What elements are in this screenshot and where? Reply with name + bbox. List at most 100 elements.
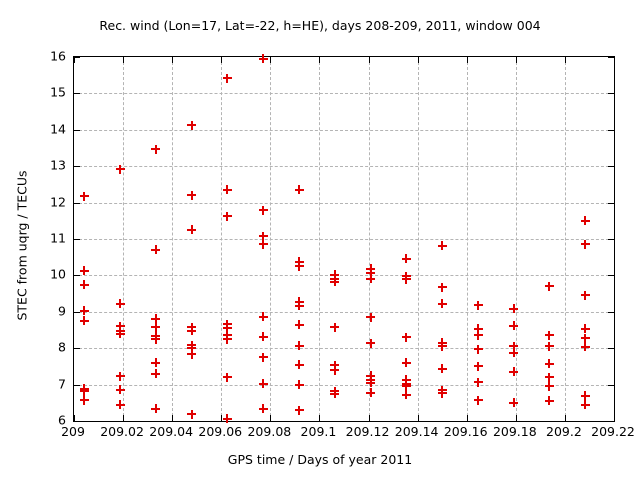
x-axis-tick [221, 415, 223, 421]
data-point-marker [473, 324, 483, 334]
data-point-marker [473, 361, 483, 371]
data-point-marker [544, 359, 554, 369]
data-point-marker [401, 375, 411, 385]
data-point-marker [544, 381, 554, 391]
data-point-marker [294, 257, 304, 267]
data-point-marker [544, 341, 554, 351]
x-axis-tick [466, 415, 468, 421]
data-point-marker [330, 365, 340, 375]
data-point-marker [79, 384, 89, 394]
data-point-marker [544, 372, 554, 382]
data-point-marker [580, 324, 590, 334]
data-point-marker [222, 334, 232, 344]
data-point-marker [151, 314, 161, 324]
gridline-horizontal [74, 93, 614, 95]
data-point-marker [258, 332, 268, 342]
x-axis-tick-top [515, 57, 517, 63]
data-point-marker [258, 239, 268, 249]
y-axis-tick [74, 311, 80, 313]
y-axis-tick-right [608, 202, 614, 204]
x-axis-tick-label: 209.18 [492, 424, 537, 439]
data-point-marker [580, 391, 590, 401]
x-axis-tick-top [172, 57, 174, 63]
gridline-vertical [515, 57, 517, 421]
data-point-marker [187, 322, 197, 332]
x-axis-tick [319, 415, 321, 421]
data-point-marker [330, 389, 340, 399]
gridline-vertical [123, 57, 125, 421]
x-axis-tick [368, 415, 370, 421]
data-point-marker [366, 264, 375, 274]
x-axis-tick [417, 415, 419, 421]
gridline-vertical [172, 57, 174, 421]
data-point-marker [366, 371, 375, 380]
x-axis-tick-label: 209.06 [198, 424, 243, 439]
y-axis-tick-right [608, 311, 614, 313]
data-point-marker [580, 290, 590, 300]
data-point-marker [222, 73, 232, 83]
gridline-horizontal [74, 275, 614, 277]
data-point-marker [366, 338, 375, 348]
gridline-vertical [319, 57, 321, 421]
data-point-marker [151, 334, 161, 344]
data-point-marker [437, 338, 447, 348]
y-axis-tick [74, 239, 80, 240]
x-axis-tick [172, 415, 174, 421]
x-axis-tick-label: 209.2 [546, 424, 582, 439]
data-point-marker [79, 395, 89, 405]
data-point-marker [294, 301, 304, 311]
data-point-marker [187, 190, 197, 200]
data-point-marker [437, 385, 447, 395]
data-point-marker [151, 404, 161, 414]
data-point-marker [401, 254, 411, 264]
gridline-horizontal [74, 348, 614, 350]
x-axis-tick-top [74, 57, 75, 63]
y-axis-tick [74, 129, 80, 131]
data-point-marker [330, 277, 340, 287]
x-axis-tick-label: 209.12 [345, 424, 390, 439]
data-point-marker [580, 239, 590, 249]
y-axis-tick-right [608, 421, 614, 422]
y-axis-tick-label: 7 [58, 376, 66, 392]
data-point-marker [330, 322, 340, 332]
x-axis-tick-top [368, 57, 370, 63]
data-point-marker [258, 352, 268, 362]
data-point-marker [294, 405, 304, 415]
data-point-marker [401, 332, 411, 342]
y-axis-tick [74, 275, 80, 277]
y-axis-tick-label: 16 [50, 48, 66, 64]
data-point-marker [258, 205, 268, 215]
data-point-marker [222, 211, 232, 221]
x-axis-tick [74, 415, 75, 421]
data-point-marker [151, 369, 161, 379]
x-axis-tick-label: 209.1 [300, 424, 337, 439]
data-point-marker [437, 299, 447, 309]
gridline-vertical [417, 57, 419, 421]
y-axis-tick [74, 384, 80, 386]
data-point-marker [437, 241, 447, 251]
plot-area [73, 54, 615, 424]
x-axis-tick-label: 209.04 [149, 424, 194, 439]
x-axis-tick-labels: 209 209.02 209.04 209.06 209.08 209.1 209.12 20… [0, 424, 640, 444]
data-point-marker [187, 326, 197, 336]
data-point-marker [509, 398, 519, 408]
y-axis-tick [74, 57, 80, 58]
data-point-marker [222, 185, 232, 195]
data-point-marker [79, 266, 89, 276]
data-point-marker [222, 414, 232, 424]
data-point-marker [151, 144, 161, 154]
data-point-marker [366, 378, 375, 388]
data-point-marker [222, 330, 232, 340]
y-axis-tick-label: 11 [50, 230, 66, 246]
data-point-marker [294, 320, 304, 330]
data-point-marker [509, 348, 519, 358]
y-axis-tick [74, 348, 80, 350]
gridline-horizontal [74, 311, 614, 313]
plot-inner [74, 54, 615, 424]
data-point-marker [366, 388, 375, 398]
data-point-marker [79, 386, 89, 396]
data-point-marker [187, 225, 197, 235]
x-axis-tick-top [466, 57, 468, 63]
data-point-marker [473, 300, 483, 310]
y-axis-tick-right [608, 275, 614, 277]
